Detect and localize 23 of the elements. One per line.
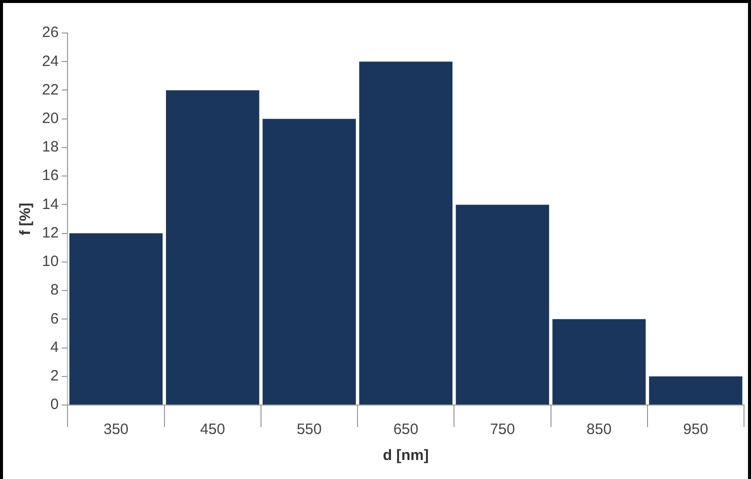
x-axis-title: d [nm]	[382, 447, 429, 464]
y-axis-title: f [%]	[17, 202, 34, 236]
y-tick-label: 4	[50, 338, 59, 356]
x-tick-label: 550	[296, 421, 322, 438]
y-tick-label: 22	[42, 81, 59, 98]
x-tick-label: 650	[393, 421, 418, 438]
y-tick-label: 18	[42, 138, 59, 156]
x-tick-label: 850	[586, 421, 612, 438]
y-tick-label: 20	[42, 110, 59, 127]
y-tick-label: 16	[42, 167, 59, 184]
y-tick-label: 26	[42, 24, 59, 42]
y-tick-label: 14	[42, 196, 59, 213]
y-tick-label: 8	[50, 282, 59, 299]
y-tick-label: 0	[50, 396, 59, 414]
y-tick-label: 6	[50, 310, 59, 328]
x-tick-label: 450	[200, 421, 226, 438]
x-tick-label: 950	[683, 421, 708, 438]
x-tick-label: 750	[490, 421, 515, 438]
y-tick-label: 24	[42, 52, 59, 70]
y-tick-label: 12	[42, 224, 59, 242]
y-tick-label: 2	[50, 368, 59, 385]
y-tick-label: 10	[42, 253, 59, 270]
x-tick-label: 350	[103, 421, 129, 438]
